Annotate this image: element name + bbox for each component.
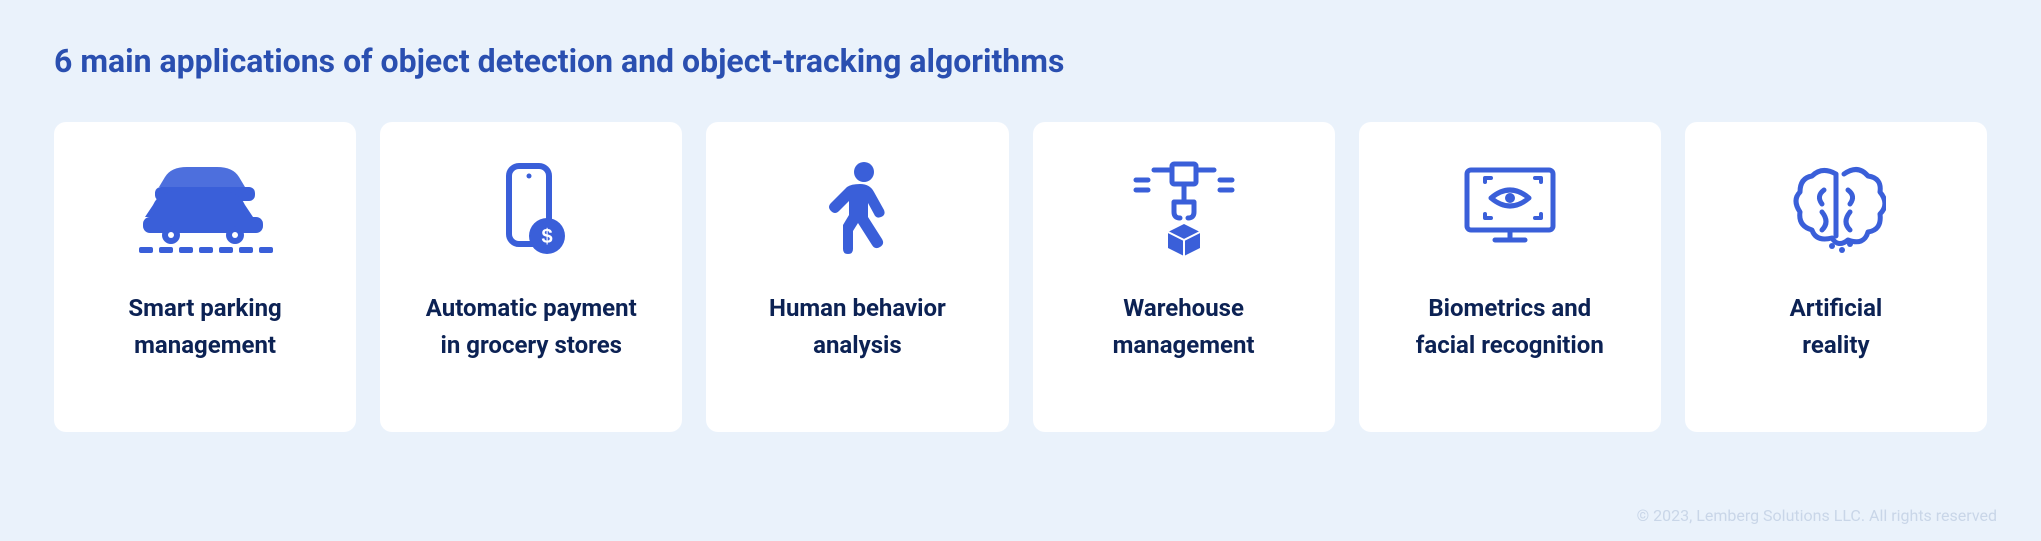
infographic-title: 6 main applications of object detection … [54, 42, 1064, 80]
label-line: management [134, 331, 276, 359]
card-warehouse: Warehouse management [1033, 122, 1335, 432]
card-label: Warehouse management [1113, 290, 1255, 364]
svg-text:$: $ [542, 226, 553, 248]
card-human-behavior: Human behavior analysis [706, 122, 1008, 432]
biometric-icon [1379, 150, 1641, 270]
card-smart-parking: Smart parking management [54, 122, 356, 432]
card-label: Biometrics and facial recognition [1416, 290, 1604, 364]
ai-brain-icon [1705, 150, 1967, 270]
card-biometrics: Biometrics and facial recognition [1359, 122, 1661, 432]
card-automatic-payment: $ Automatic payment in grocery stores [380, 122, 682, 432]
label-line: reality [1802, 331, 1869, 359]
card-label: Smart parking management [128, 290, 281, 364]
label-line: Automatic payment [426, 294, 637, 322]
label-line: in grocery stores [441, 331, 623, 359]
card-artificial-reality: Artificial reality [1685, 122, 1987, 432]
human-icon [726, 150, 988, 270]
card-label: Automatic payment in grocery stores [426, 290, 637, 364]
warehouse-icon [1053, 150, 1315, 270]
label-line: Smart parking [128, 294, 281, 322]
payment-icon: $ [400, 150, 662, 270]
label-line: management [1113, 331, 1255, 359]
copyright-text: © 2023, Lemberg Solutions LLC. All right… [1637, 506, 1997, 525]
label-line: Biometrics and [1428, 294, 1591, 322]
card-label: Artificial reality [1790, 290, 1883, 364]
label-line: facial recognition [1416, 331, 1604, 359]
label-line: Artificial [1790, 294, 1883, 322]
label-line: Human behavior [769, 294, 946, 322]
cards-row: Smart parking management $ Automatic pay… [54, 122, 1987, 432]
label-line: Warehouse [1123, 294, 1244, 322]
label-line: analysis [813, 331, 902, 359]
card-label: Human behavior analysis [769, 290, 946, 364]
parking-icon [74, 150, 336, 270]
